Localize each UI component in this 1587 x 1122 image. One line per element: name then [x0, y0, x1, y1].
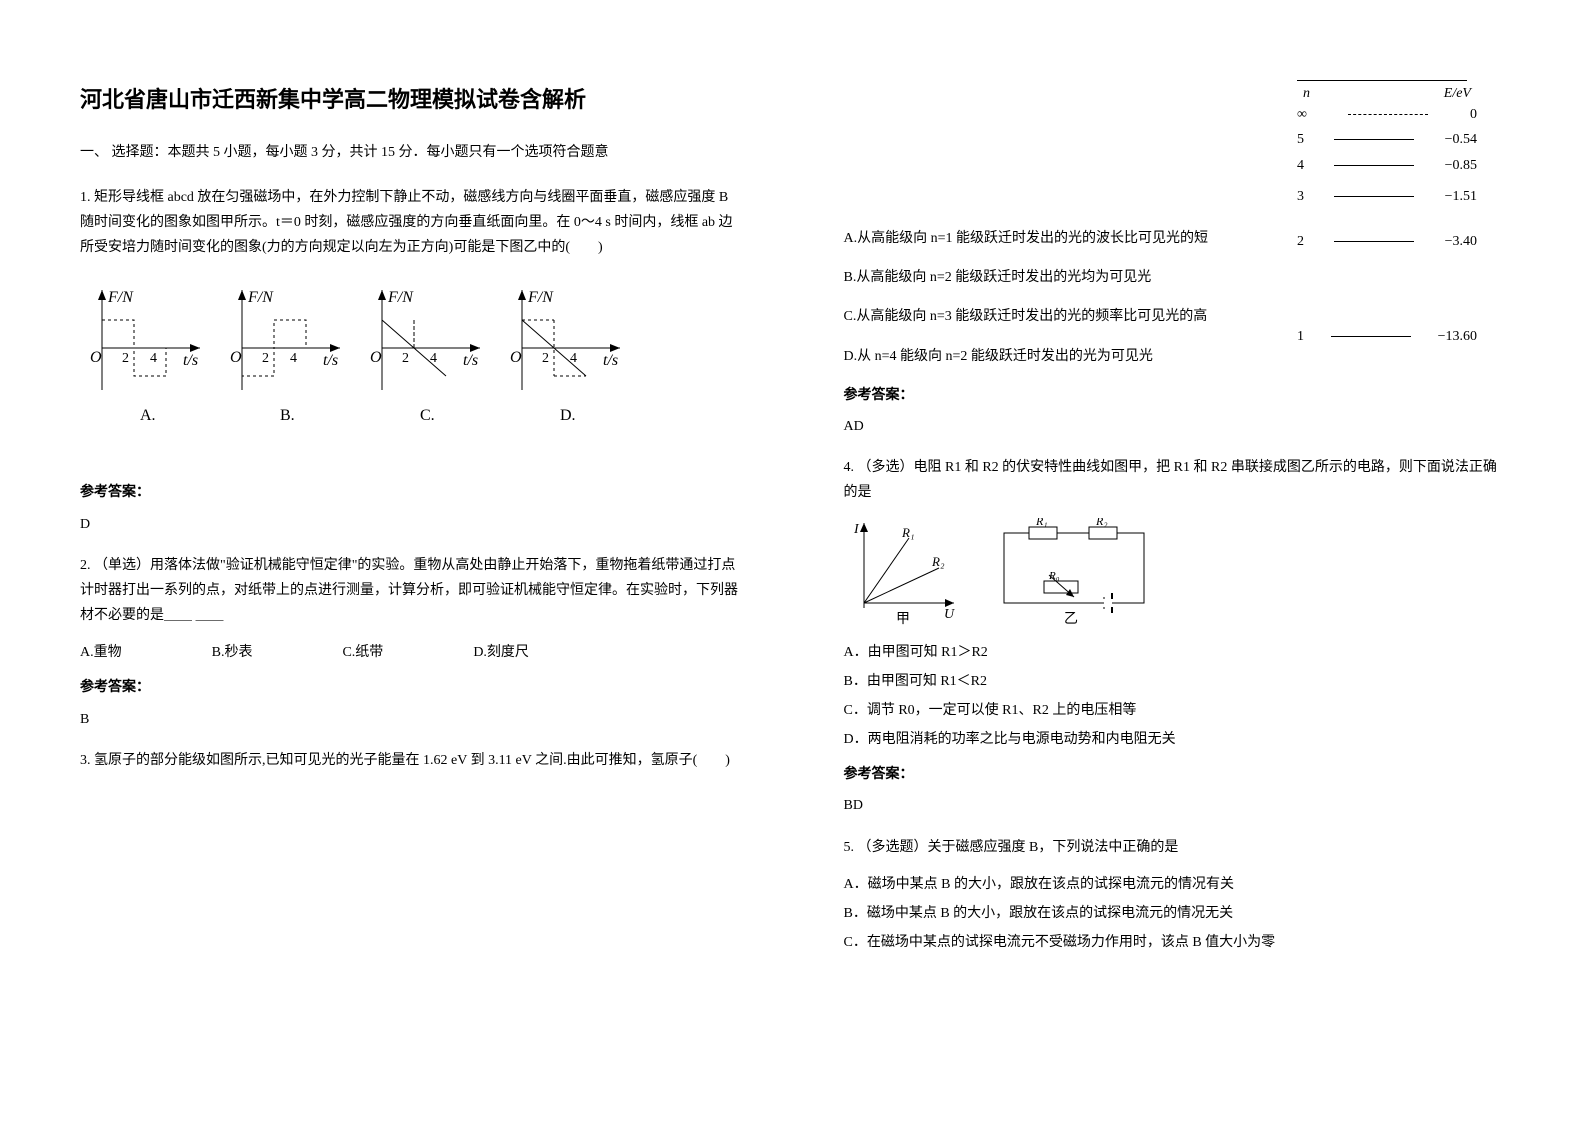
q4-answer-label: 参考答案： [844, 762, 1508, 787]
q3-answer-label: 参考答案： [844, 383, 1508, 408]
svg-text:R₁: R₁ [1035, 518, 1048, 528]
level-e-4: −0.85 [1445, 153, 1477, 178]
q4-options: A．由甲图可知 R1＞R2 B．由甲图可知 R1＜R2 C．调节 R0，一定可以… [844, 640, 1508, 753]
q4-text: 4. （多选）电阻 R1 和 R2 的伏安特性曲线如图甲，把 R1 和 R2 串… [844, 455, 1508, 505]
svg-text:4: 4 [430, 351, 437, 366]
q2-answer-label: 参考答案： [80, 675, 744, 700]
level-n-inf: ∞ [1297, 102, 1307, 127]
svg-text:4: 4 [150, 351, 157, 366]
q5-options: A．磁场中某点 B 的大小，跟放在该点的试探电流元的情况有关 B．磁场中某点 B… [844, 872, 1508, 956]
energy-header-e: E/eV [1444, 81, 1471, 106]
right-column: n E/eV ∞ 0 5 −0.54 4 −0.85 3 −1.51 2 −3.… [794, 40, 1538, 1082]
svg-text:I: I [853, 522, 860, 537]
q3-answer: AD [844, 414, 1508, 439]
q3-text: 3. 氢原子的部分能级如图所示,已知可见光的光子能量在 1.62 eV 到 3.… [80, 748, 744, 773]
level-e-5: −0.54 [1445, 127, 1477, 152]
svg-text:O: O [510, 349, 522, 366]
q4-opt-c: C．调节 R0，一定可以使 R1、R2 上的电压相等 [844, 698, 1508, 723]
q4-answer: BD [844, 793, 1508, 818]
q1-graphs-svg: F/N t/s 2 4 O A. F/N t/s [80, 280, 640, 440]
q4-figure: I U R₁ R₂ 甲 R₁ R₂ R₀ [844, 518, 1508, 628]
q2-text: 2. （单选）用落体法做"验证机械能守恒定律"的实验。重物从高处由静止开始落下，… [80, 553, 744, 629]
svg-text:A.: A. [140, 407, 156, 424]
svg-text:C.: C. [420, 407, 435, 424]
q1-text: 1. 矩形导线框 abcd 放在匀强磁场中，在外力控制下静止不动，磁感线方向与线… [80, 185, 744, 261]
svg-text:2: 2 [542, 351, 549, 366]
svg-text:4: 4 [570, 351, 577, 366]
q2-options: A.重物 B.秒表 C.纸带 D.刻度尺 [80, 640, 744, 665]
svg-text:F/N: F/N [247, 289, 274, 306]
svg-text:R₀: R₀ [1048, 570, 1060, 582]
level-e-inf: 0 [1470, 102, 1477, 127]
level-e-2: −3.40 [1445, 229, 1477, 254]
q5-text: 5. （多选题）关于磁感应强度 B，下列说法中正确的是 [844, 835, 1508, 860]
svg-text:B.: B. [280, 407, 295, 424]
level-e-3: −1.51 [1445, 184, 1477, 209]
q2-opt-b: B.秒表 [212, 640, 253, 665]
q1-figure: F/N t/s 2 4 O A. F/N t/s [80, 280, 744, 440]
q5-opt-c: C．在磁场中某点的试探电流元不受磁场力作用时，该点 B 值大小为零 [844, 930, 1508, 955]
svg-text:O: O [90, 349, 102, 366]
left-column: 河北省唐山市迁西新集中学高二物理模拟试卷含解析 一、 选择题：本题共 5 小题，… [50, 40, 794, 1082]
svg-text:R₂: R₂ [931, 554, 945, 569]
svg-text:R₁: R₁ [901, 525, 914, 540]
q5-opt-a: A．磁场中某点 B 的大小，跟放在该点的试探电流元的情况有关 [844, 872, 1508, 897]
section-heading: 一、 选择题：本题共 5 小题，每小题 3 分，共计 15 分．每小题只有一个选… [80, 140, 744, 165]
svg-text:F/N: F/N [387, 289, 414, 306]
q4-opt-a: A．由甲图可知 R1＞R2 [844, 640, 1508, 665]
q2-opt-a: A.重物 [80, 640, 122, 665]
level-n-5: 5 [1297, 127, 1304, 152]
level-n-4: 4 [1297, 153, 1304, 178]
svg-text:2: 2 [122, 351, 129, 366]
svg-text:乙: 乙 [1064, 611, 1078, 627]
svg-text:4: 4 [290, 351, 297, 366]
q1-answer: D [80, 512, 744, 537]
level-n-3: 3 [1297, 184, 1304, 209]
level-e-1: −13.60 [1438, 324, 1477, 349]
q4-opt-d: D．两电阻消耗的功率之比与电源电动势和内电阻无关 [844, 727, 1508, 752]
q2-opt-c: C.纸带 [342, 640, 383, 665]
svg-text:R₂: R₂ [1095, 518, 1108, 528]
svg-text:O: O [370, 349, 382, 366]
q2-answer: B [80, 707, 744, 732]
svg-text:2: 2 [402, 351, 409, 366]
level-n-1: 1 [1297, 324, 1304, 349]
svg-text:F/N: F/N [107, 289, 134, 306]
q1-answer-label: 参考答案： [80, 480, 744, 505]
svg-text:O: O [230, 349, 242, 366]
svg-text:甲: 甲 [896, 612, 910, 627]
svg-text:t/s: t/s [603, 352, 618, 369]
energy-level-diagram: n E/eV ∞ 0 5 −0.54 4 −0.85 3 −1.51 2 −3.… [1297, 80, 1477, 349]
q5-opt-b: B．磁场中某点 B 的大小，跟放在该点的试探电流元的情况无关 [844, 901, 1508, 926]
q4-svg: I U R₁ R₂ 甲 R₁ R₂ R₀ [844, 518, 1164, 628]
svg-text:t/s: t/s [323, 352, 338, 369]
paper-title: 河北省唐山市迁西新集中学高二物理模拟试卷含解析 [80, 80, 744, 120]
svg-text:t/s: t/s [183, 352, 198, 369]
q4-opt-b: B．由甲图可知 R1＜R2 [844, 669, 1508, 694]
svg-text:U: U [944, 607, 955, 622]
svg-text:2: 2 [262, 351, 269, 366]
svg-text:F/N: F/N [527, 289, 554, 306]
svg-text:D.: D. [560, 407, 576, 424]
q2-opt-d: D.刻度尺 [473, 640, 529, 665]
level-n-2: 2 [1297, 229, 1304, 254]
svg-text:t/s: t/s [463, 352, 478, 369]
